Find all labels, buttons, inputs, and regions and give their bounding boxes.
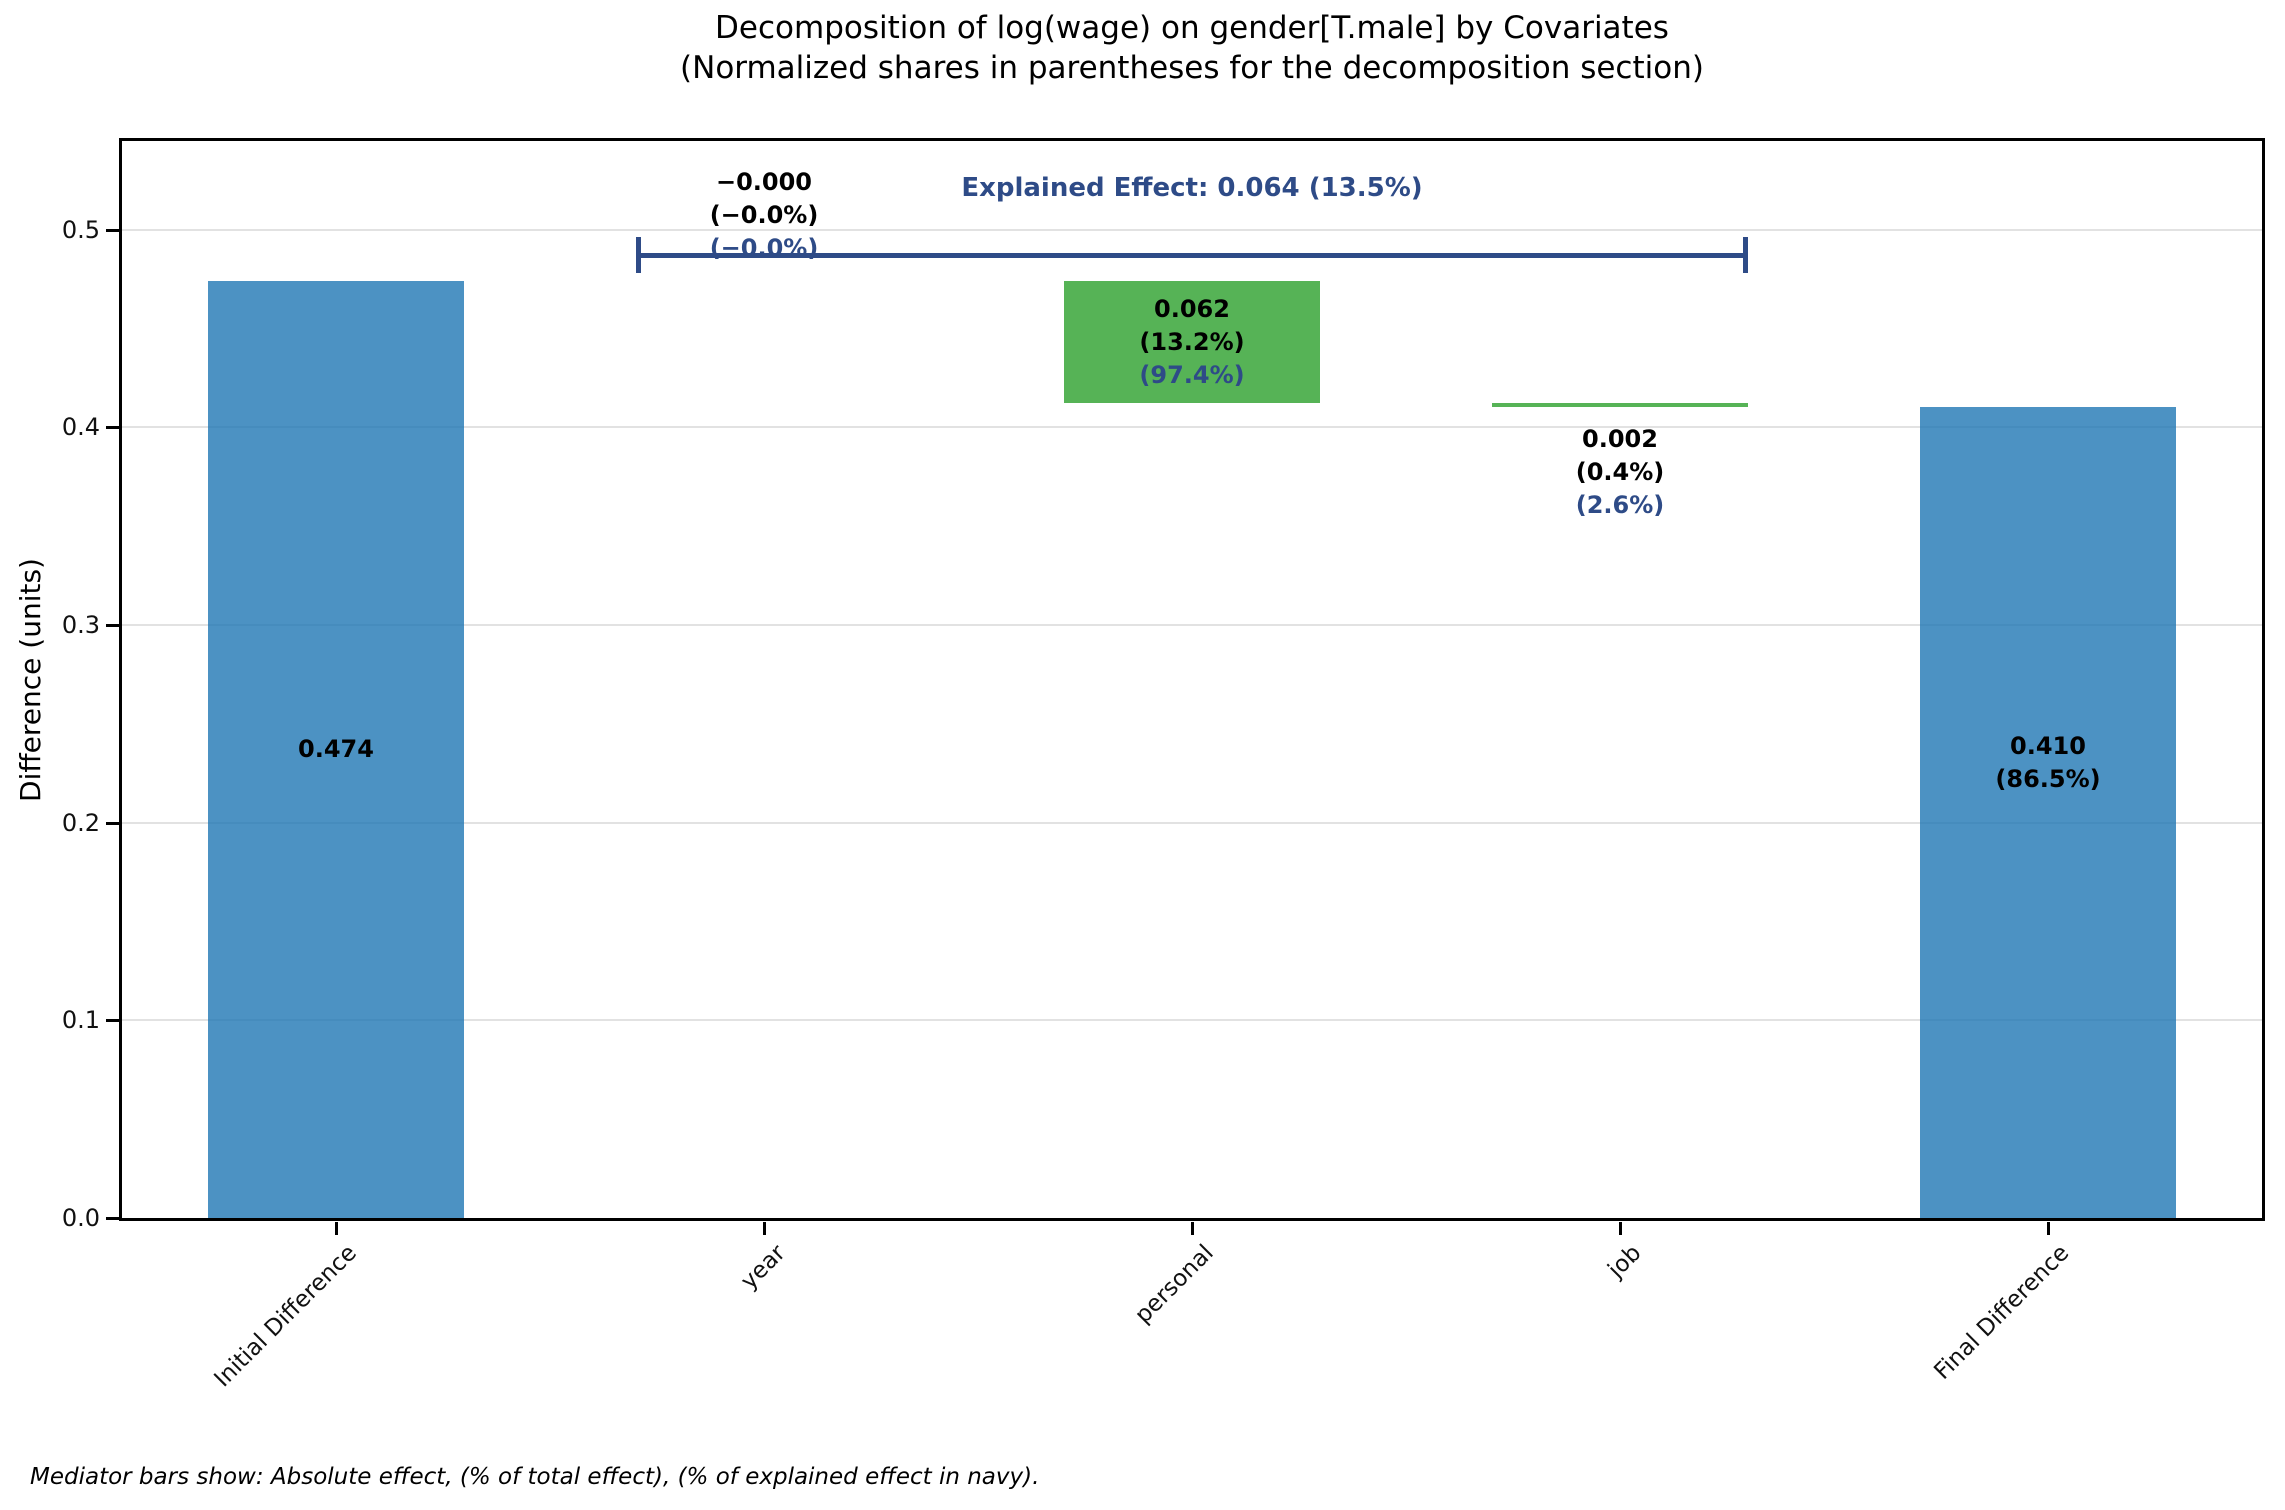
bar-initial-difference	[208, 280, 464, 1218]
x-tick-job	[1619, 1222, 1622, 1235]
bottom-spine	[119, 1218, 2265, 1221]
y-tick-0.2	[106, 821, 122, 825]
gridline-0.4	[122, 426, 2262, 429]
bar-value-label-final-difference: 0.410 (86.5%)	[1995, 730, 2100, 796]
x-tick-label-initial-difference: Initial Difference	[209, 1240, 363, 1393]
bar-label-line: (0.4%)	[1575, 458, 1665, 487]
bar-value-label-initial-difference: 0.474	[298, 733, 374, 766]
y-tick-0.1	[106, 1019, 122, 1023]
x-tick-label-job: job	[1603, 1240, 1647, 1284]
bar-label-line: (13.2%)	[1139, 327, 1245, 356]
bar-value-label-year: −0.000 (−0.0%) (−0.0%)	[710, 166, 819, 265]
gridline-0.2	[122, 821, 2262, 824]
chart-title: Decomposition of log(wage) on gender[T.m…	[122, 8, 2262, 88]
gridline-0.3	[122, 623, 2262, 626]
bar-personal	[1064, 280, 1320, 404]
y-tick-label-0.1: 0.1	[61, 1006, 100, 1035]
bar-label-line: 0.002	[1582, 425, 1658, 454]
y-tick-0.5	[106, 228, 122, 232]
explained-effect-bracket-right-cap	[1743, 237, 1748, 274]
y-tick-label-0.4: 0.4	[61, 413, 100, 442]
bar-label-line: (−0.0%)	[709, 200, 819, 229]
x-tick-personal	[1191, 1222, 1194, 1235]
bar-label-line: 0.062	[1154, 294, 1230, 323]
gridline-0.1	[122, 1019, 2262, 1022]
chart-title-line1: Decomposition of log(wage) on gender[T.m…	[715, 10, 1669, 46]
bar-label-line: (86.5%)	[1995, 765, 2101, 794]
bar-job	[1492, 403, 1748, 408]
bar-label-normalized-share: (97.4%)	[1139, 360, 1245, 389]
y-tick-label-0.3: 0.3	[61, 610, 100, 639]
y-tick-0.0	[106, 1217, 122, 1220]
chart-title-line2: (Normalized shares in parentheses for th…	[680, 50, 1704, 86]
explained-effect-bracket-left-cap	[636, 237, 641, 274]
bar-value-label-job: 0.002 (0.4%) (2.6%)	[1576, 423, 1665, 522]
bar-label-line: −0.000	[715, 167, 813, 196]
x-tick-year	[763, 1222, 766, 1235]
x-tick-final-difference	[2047, 1222, 2050, 1235]
y-tick-0.4	[106, 426, 122, 430]
x-tick-label-personal: personal	[1129, 1240, 1219, 1329]
x-tick-initial-difference	[335, 1222, 338, 1235]
y-tick-label-0.5: 0.5	[61, 215, 100, 244]
bar-label-line: 0.410	[2010, 732, 2086, 761]
explained-effect-bracket	[636, 253, 1748, 259]
bar-label-normalized-share: (2.6%)	[1575, 491, 1665, 520]
x-tick-label-year: year	[735, 1240, 791, 1295]
y-tick-0.3	[106, 623, 122, 627]
gridline-0.5	[122, 228, 2262, 231]
bar-label-normalized-share: (−0.0%)	[709, 233, 819, 262]
bar-value-label-personal: 0.062 (13.2%) (97.4%)	[1139, 293, 1244, 392]
chart-footnote: Mediator bars show: Absolute effect, (% …	[30, 1464, 1040, 1490]
top-spine	[119, 138, 2265, 141]
bar-label-line: 0.474	[298, 734, 374, 763]
right-spine	[2262, 138, 2265, 1221]
y-tick-label-0.0: 0.0	[61, 1204, 100, 1232]
explained-effect-label: Explained Effect: 0.064 (13.5%)	[961, 173, 1423, 204]
y-axis-label: Difference (units)	[14, 558, 47, 802]
left-spine	[119, 138, 122, 1221]
y-tick-label-0.2: 0.2	[61, 808, 100, 837]
x-tick-label-final-difference: Final Difference	[1929, 1240, 2075, 1385]
bar-final-difference	[1920, 407, 2176, 1218]
